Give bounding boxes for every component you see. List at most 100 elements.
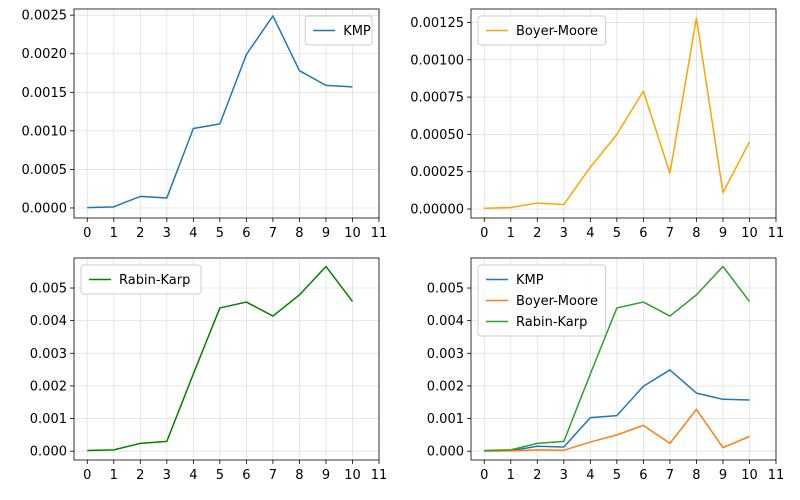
- x-tick-label: 1: [110, 226, 118, 241]
- x-tick-label: 10: [741, 226, 758, 241]
- x-tick-label: 1: [507, 468, 515, 483]
- x-tick-label: 7: [666, 226, 674, 241]
- y-tick-label: 0.001: [427, 412, 464, 427]
- x-tick-label: 7: [269, 226, 277, 241]
- x-tick-label: 6: [242, 468, 250, 483]
- x-tick-label: 9: [719, 226, 727, 241]
- legend: KMP: [304, 15, 373, 46]
- x-tick-label: 11: [371, 226, 388, 241]
- legend-label: Rabin-Karp: [516, 315, 587, 330]
- y-tick-label: 0.001: [30, 412, 67, 427]
- x-tick-label: 7: [666, 468, 674, 483]
- x-tick-label: 8: [295, 226, 303, 241]
- x-tick-label: 6: [242, 226, 250, 241]
- legend-label: KMP: [343, 24, 371, 39]
- x-tick-label: 10: [344, 226, 361, 241]
- series-line-rabin-karp: [484, 265, 751, 452]
- x-tick-label: 1: [110, 468, 118, 483]
- x-tick-label: 9: [322, 468, 330, 483]
- x-tick-label: 3: [163, 226, 171, 241]
- legend-box: [477, 264, 607, 337]
- legend: Rabin-Karp: [80, 264, 202, 295]
- legend-label: Boyer-Moore: [516, 294, 598, 309]
- x-tick-label: 2: [136, 468, 144, 483]
- series-line-boyer-moore: [484, 408, 750, 452]
- x-tick-label: 9: [719, 468, 727, 483]
- y-tick-label: 0.00000: [410, 203, 464, 218]
- y-tick-label: 0.002: [427, 379, 464, 394]
- x-tick-label: 6: [639, 468, 647, 483]
- x-tick-label: 11: [768, 468, 785, 483]
- y-tick-label: 0.00125: [410, 16, 464, 31]
- x-tick-label: 10: [741, 468, 758, 483]
- x-tick-label: 8: [295, 468, 303, 483]
- y-tick-label: 0.0025: [22, 9, 68, 24]
- x-tick-label: 2: [533, 468, 541, 483]
- x-tick-label: 4: [586, 226, 594, 241]
- x-tick-label: 1: [507, 226, 515, 241]
- y-tick-label: 0.00100: [410, 53, 464, 68]
- x-tick-label: 6: [639, 226, 647, 241]
- x-tick-label: 4: [189, 468, 197, 483]
- y-tick-label: 0.0000: [22, 201, 68, 216]
- x-tick-label: 0: [83, 468, 91, 483]
- axes-frame: [470, 8, 777, 219]
- subplot-4: 0 1 2 3 4 5 6 7 8 9 10 11 0.000 0.001 0.002 0.003 0.004 0…: [427, 257, 785, 483]
- subplot-1: 0 1 2 3 4 5 6 7 8 9 10 11 0.0000 0.0005 0.0010 0.0015 0.…: [22, 8, 388, 241]
- x-tick-label: 4: [189, 226, 197, 241]
- x-tick-label: 8: [692, 468, 700, 483]
- x-tick-label: 7: [269, 468, 277, 483]
- y-tick-label: 0.0010: [22, 124, 68, 139]
- axes-frame: [73, 257, 380, 461]
- x-tick-label: 4: [586, 468, 594, 483]
- legend-box: [477, 15, 607, 46]
- legend: KMP Boyer-Moore Rabin-Karp: [477, 264, 607, 337]
- axes-frame: [73, 8, 380, 219]
- x-tick-label: 11: [768, 226, 785, 241]
- y-tick-label: 0.00025: [410, 165, 464, 180]
- x-tick-label: 9: [322, 226, 330, 241]
- y-tick-label: 0.00075: [410, 91, 464, 106]
- x-tick-label: 0: [480, 226, 488, 241]
- legend-label: Boyer-Moore: [516, 24, 598, 39]
- y-tick-label: 0.0015: [22, 86, 68, 101]
- y-tick-label: 0.000: [427, 445, 464, 460]
- x-tick-label: 3: [163, 468, 171, 483]
- series-line-kmp: [87, 15, 353, 209]
- axes-frame: [470, 257, 777, 461]
- subplot-3: 0 1 2 3 4 5 6 7 8 9 10 11 0.000 0.001 0.002 0.003 0.004 0…: [30, 257, 388, 483]
- x-tick-label: 2: [136, 226, 144, 241]
- x-tick-label: 11: [371, 468, 388, 483]
- series-line-boyer-moore: [484, 17, 751, 210]
- y-tick-label: 0.005: [427, 282, 464, 297]
- y-tick-label: 0.003: [30, 347, 67, 362]
- subplot-2: 0 1 2 3 4 5 6 7 8 9 10 11 0.00000 0.00025 0.00050 0.000…: [410, 8, 785, 241]
- y-tick-label: 0.005: [30, 282, 67, 297]
- legend: Boyer-Moore: [477, 15, 607, 46]
- series-line-kmp: [484, 369, 750, 452]
- y-tick-label: 0.000: [30, 445, 67, 460]
- y-tick-label: 0.002: [30, 379, 67, 394]
- x-tick-label: 8: [692, 226, 700, 241]
- y-tick-label: 0.00050: [410, 128, 464, 143]
- x-tick-label: 3: [560, 226, 568, 241]
- legend-box: [80, 264, 202, 295]
- x-tick-label: 2: [533, 226, 541, 241]
- x-tick-label: 0: [480, 468, 488, 483]
- series-line-rabin-karp: [87, 265, 354, 452]
- legend-box: [304, 15, 373, 46]
- x-tick-label: 3: [560, 468, 568, 483]
- legend-label: KMP: [516, 273, 544, 288]
- y-tick-label: 0.0020: [22, 47, 68, 62]
- legend-label: Rabin-Karp: [119, 273, 190, 288]
- y-tick-label: 0.003: [427, 347, 464, 362]
- y-tick-label: 0.0005: [22, 163, 68, 178]
- x-tick-label: 5: [613, 226, 621, 241]
- x-tick-label: 5: [613, 468, 621, 483]
- y-tick-label: 0.004: [30, 314, 67, 329]
- x-tick-label: 0: [83, 226, 91, 241]
- y-tick-label: 0.004: [427, 314, 464, 329]
- x-tick-label: 5: [216, 226, 224, 241]
- x-tick-label: 5: [216, 468, 224, 483]
